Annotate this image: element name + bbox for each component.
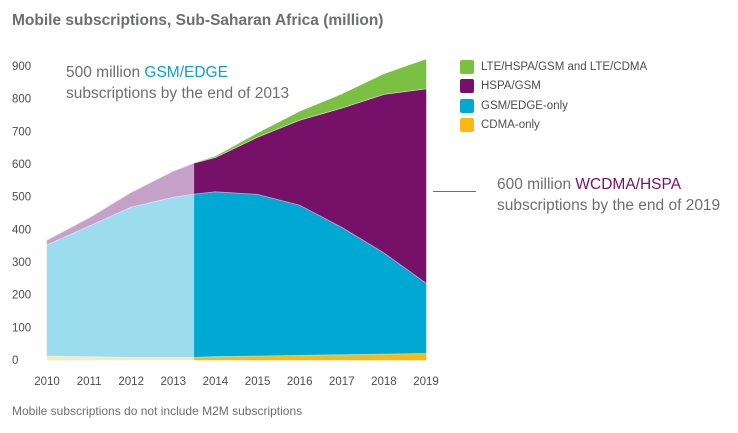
legend-swatch-gsm <box>460 98 474 113</box>
annotation-gsm-edge-line2: subscriptions by the end of 2013 <box>66 85 290 102</box>
y-tick-label: 0 <box>12 355 18 367</box>
area-historical-gsm-edge-only <box>46 193 195 358</box>
x-tick-label: 2012 <box>118 376 144 388</box>
x-tick-label: 2010 <box>34 376 60 388</box>
footnote: Mobile subscriptions do not include M2M … <box>12 404 303 418</box>
y-tick-label: 700 <box>12 126 31 138</box>
x-tick-label: 2015 <box>245 376 271 388</box>
legend-swatch-cdma <box>460 118 474 133</box>
x-axis-ticks: 2010 2011 2012 2013 2014 2015 2016 2017 2018 2019 <box>34 376 439 388</box>
layer-boundary-line <box>46 88 427 241</box>
annotation-connector-line <box>433 191 476 192</box>
legend-label-lte: LTE/HSPA/GSM and LTE/CDMA <box>481 60 648 73</box>
annotation-gsm-edge: 500 million GSM/EDGE subscriptions by th… <box>66 62 289 104</box>
x-tick-label: 2013 <box>161 376 187 388</box>
y-tick-label: 600 <box>12 159 31 171</box>
y-tick-label: 800 <box>12 94 31 106</box>
legend: LTE/HSPA/GSM and LTE/CDMA HSPA/GSM GSM/E… <box>460 57 647 135</box>
chart-title: Mobile subscriptions, Sub-Saharan Africa… <box>12 12 384 29</box>
x-tick-label: 2014 <box>203 376 229 388</box>
y-tick-label: 200 <box>12 290 31 302</box>
x-tick-label: 2019 <box>413 376 439 388</box>
y-axis-ticks: 0 100 200 300 400 500 600 700 800 900 <box>12 61 31 367</box>
legend-item-hspa: HSPA/GSM <box>460 77 647 97</box>
annotation-wcdma-line2: subscriptions by the end of 2019 <box>497 197 721 214</box>
x-tick-label: 2017 <box>329 376 355 388</box>
annotation-gsm-edge-highlight: GSM/EDGE <box>144 64 228 81</box>
x-tick-label: 2018 <box>371 376 397 388</box>
legend-label-cdma: CDMA-only <box>481 119 540 132</box>
legend-label-gsm: GSM/EDGE-only <box>481 99 568 112</box>
legend-label-hspa: HSPA/GSM <box>481 80 541 93</box>
chart-areas <box>46 59 427 361</box>
y-tick-label: 900 <box>12 61 31 73</box>
legend-swatch-lte <box>460 59 474 74</box>
annotation-wcdma-hspa: 600 million WCDMA/HSPA subscriptions by … <box>497 174 720 216</box>
y-tick-label: 300 <box>12 257 31 269</box>
layer-boundary-line <box>46 353 427 358</box>
annotation-wcdma-prefix: 600 million <box>497 176 576 193</box>
y-tick-label: 500 <box>12 192 31 204</box>
legend-swatch-hspa <box>460 79 474 94</box>
y-tick-label: 100 <box>12 322 31 334</box>
legend-item-gsm: GSM/EDGE-only <box>460 96 647 116</box>
annotation-gsm-edge-prefix: 500 million <box>66 64 145 81</box>
layer-boundary-line <box>46 191 427 284</box>
x-tick-label: 2016 <box>287 376 313 388</box>
y-tick-label: 400 <box>12 224 31 236</box>
x-tick-label: 2011 <box>77 376 102 388</box>
legend-item-lte: LTE/HSPA/GSM and LTE/CDMA <box>460 57 647 77</box>
legend-item-cdma: CDMA-only <box>460 116 647 136</box>
annotation-wcdma-highlight: WCDMA/HSPA <box>575 176 682 193</box>
